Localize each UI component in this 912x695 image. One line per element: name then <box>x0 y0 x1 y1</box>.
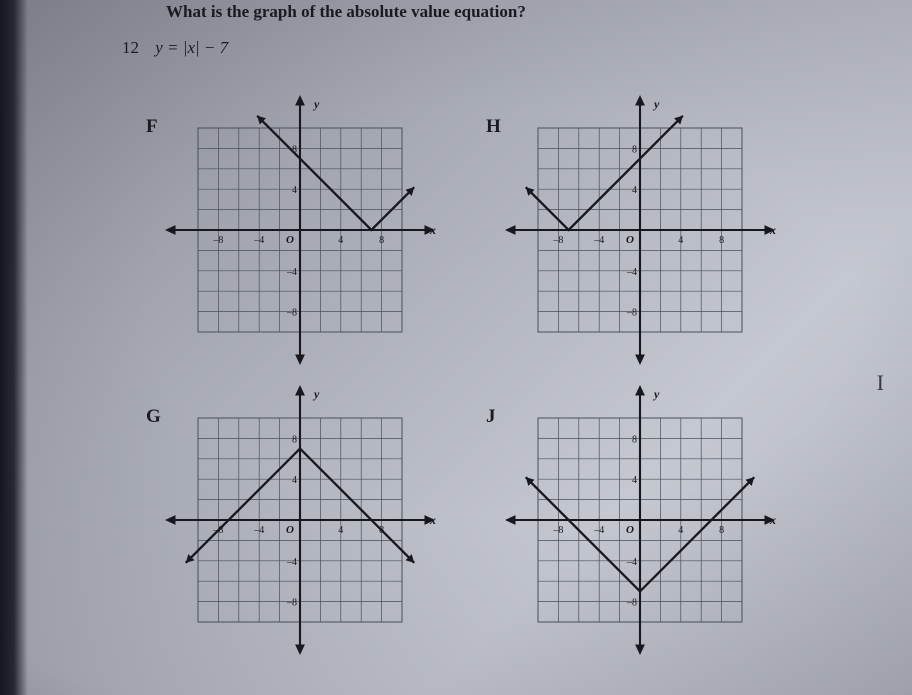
svg-text:O: O <box>286 234 294 246</box>
equation: y = |x| − 7 <box>155 38 228 57</box>
svg-text:–4: –4 <box>286 557 297 568</box>
svg-text:4: 4 <box>678 525 683 536</box>
svg-text:4: 4 <box>292 185 297 196</box>
svg-text:–8: –8 <box>552 525 563 536</box>
svg-text:O: O <box>286 524 294 536</box>
graph-f: yx–8–448–8–448O <box>160 90 440 370</box>
svg-text:4: 4 <box>338 235 343 246</box>
svg-text:O: O <box>626 234 634 246</box>
svg-text:–8: –8 <box>626 598 637 609</box>
chart-label-j: J <box>486 406 496 428</box>
svg-text:–4: –4 <box>626 557 637 568</box>
margin-mark: I <box>877 370 884 396</box>
svg-text:4: 4 <box>292 475 297 486</box>
svg-text:8: 8 <box>292 434 297 445</box>
svg-text:–8: –8 <box>552 235 563 246</box>
chart-cell-f: Fyx–8–448–8–448O <box>160 90 440 370</box>
chart-cell-g: Gyx–8–448–8–448O <box>160 380 440 660</box>
svg-text:8: 8 <box>719 235 724 246</box>
graphs-container: Fy x –8 –4 4 8 –8 –4 4 8 O Hy x –8 –4 4 8 –8 –4 4 8 O Gy x –8 –4 4… <box>100 80 900 690</box>
svg-text:–8: –8 <box>286 598 297 609</box>
svg-text:x: x <box>769 223 776 237</box>
question-row: 12 y = |x| − 7 <box>122 38 228 58</box>
svg-text:y: y <box>652 97 660 111</box>
svg-text:8: 8 <box>632 144 637 155</box>
svg-text:8: 8 <box>632 434 637 445</box>
svg-text:–4: –4 <box>626 267 637 278</box>
graph-g: yx–8–448–8–448O <box>160 380 440 660</box>
chart-label-h: H <box>486 116 501 138</box>
svg-text:4: 4 <box>338 525 343 536</box>
question-title: What is the graph of the absolute value … <box>166 2 526 22</box>
svg-text:y: y <box>312 387 320 401</box>
graph-h: y x –8 –4 4 8 –8 –4 4 8 O <box>500 90 780 370</box>
chart-label-f: F <box>146 116 158 138</box>
svg-text:y: y <box>652 387 660 401</box>
svg-text:x: x <box>429 223 436 237</box>
svg-text:–8: –8 <box>286 308 297 319</box>
svg-text:–4: –4 <box>593 525 604 536</box>
svg-text:O: O <box>626 524 634 536</box>
svg-text:–4: –4 <box>286 267 297 278</box>
svg-text:8: 8 <box>379 235 384 246</box>
svg-text:4: 4 <box>632 475 637 486</box>
svg-text:4: 4 <box>632 185 637 196</box>
svg-text:–4: –4 <box>253 525 264 536</box>
svg-text:x: x <box>429 513 436 527</box>
svg-text:8: 8 <box>719 525 724 536</box>
chart-cell-j: Jyx–8–448–8–448O <box>500 380 780 660</box>
graph-j: y x –8 –4 4 8 –8 –4 4 8 O <box>500 380 780 660</box>
svg-text:–8: –8 <box>212 235 223 246</box>
chart-cell-h: Hyx–8–448–8–448O <box>500 90 780 370</box>
svg-text:x: x <box>769 513 776 527</box>
svg-text:–4: –4 <box>593 235 604 246</box>
svg-text:–8: –8 <box>626 308 637 319</box>
svg-text:y: y <box>312 97 320 111</box>
chart-label-g: G <box>146 406 161 428</box>
svg-text:–4: –4 <box>253 235 264 246</box>
svg-text:4: 4 <box>678 235 683 246</box>
question-number: 12 <box>122 38 139 57</box>
